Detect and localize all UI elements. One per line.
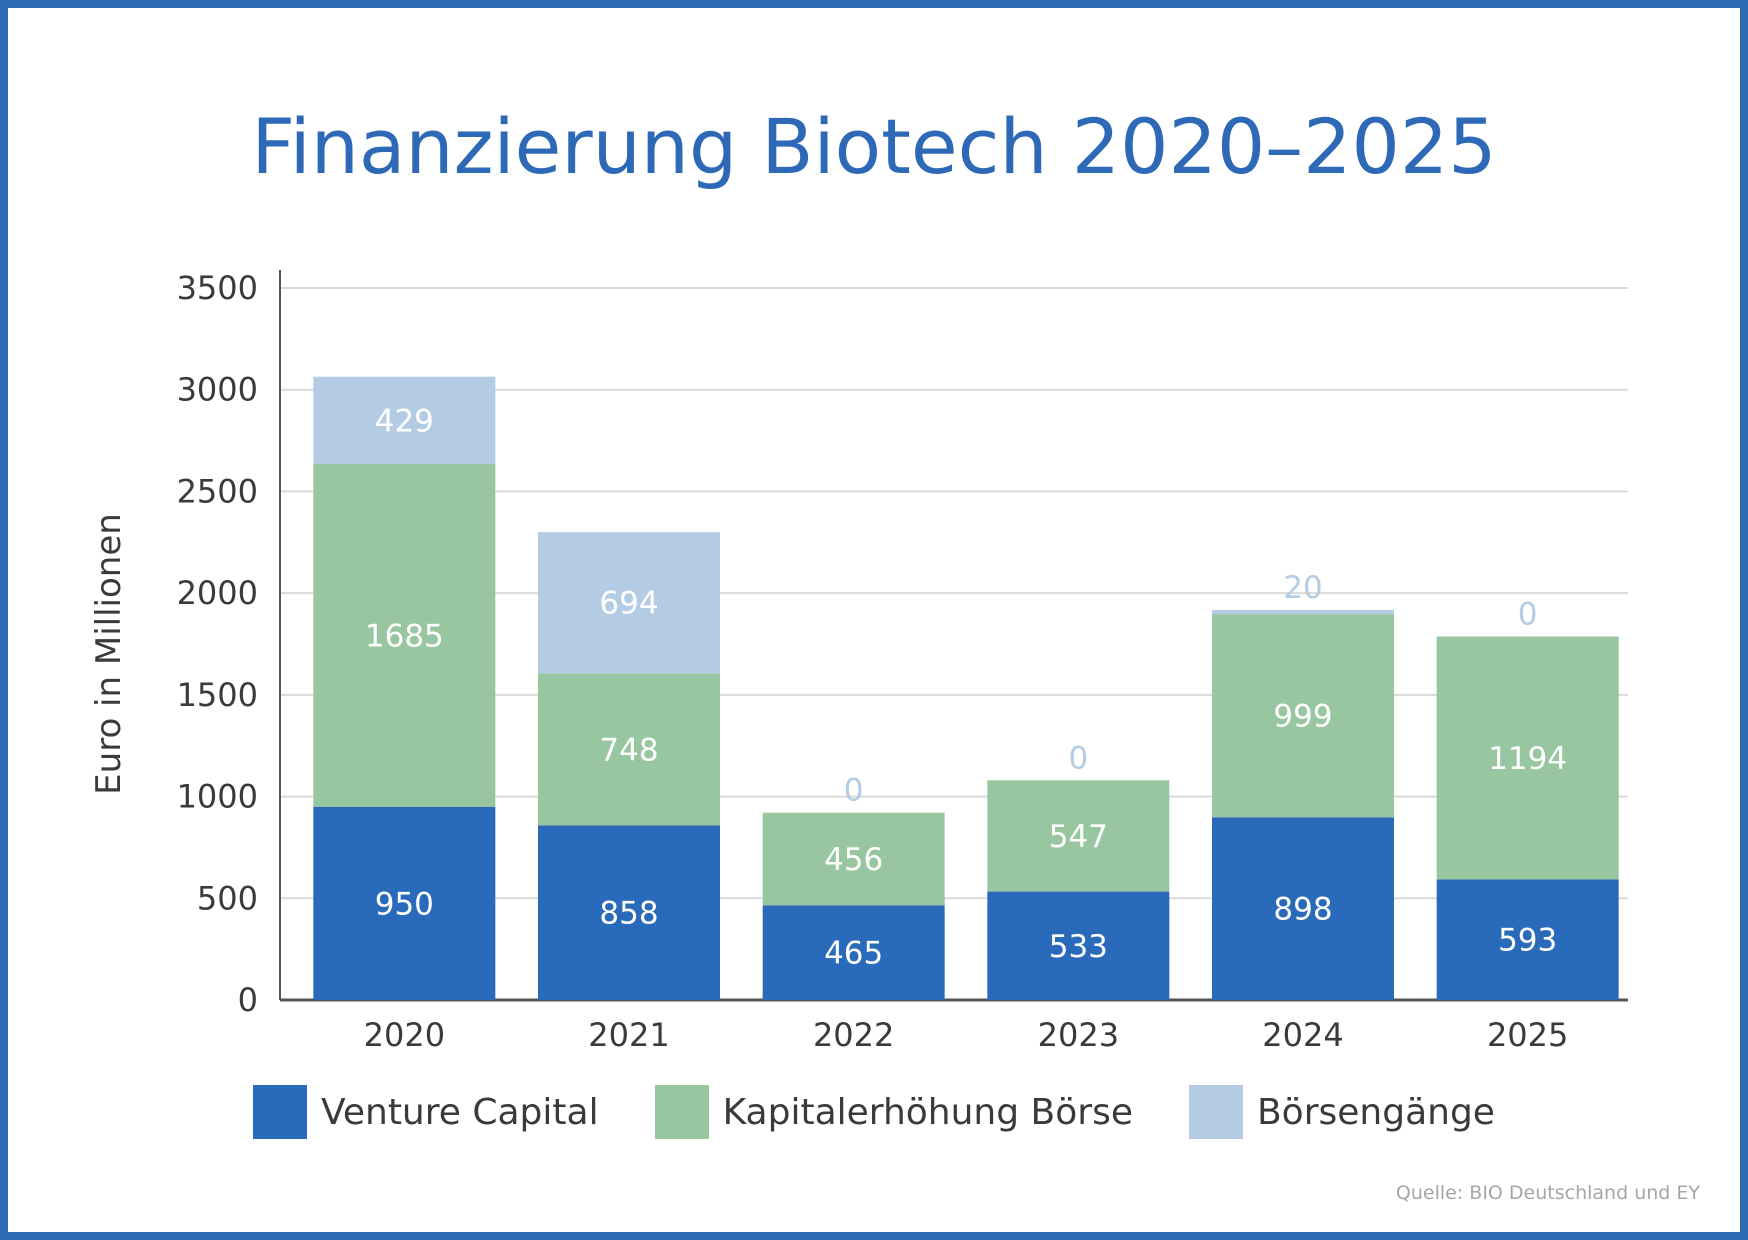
data-label-2025-series-2: 0 (1518, 596, 1538, 632)
data-label-2024-series-2: 20 (1283, 570, 1322, 606)
x-tick-label-2024: 2024 (1262, 1016, 1343, 1054)
bar-2021-series-1 (538, 673, 720, 826)
y-tick-label-1500: 1500 (177, 676, 258, 714)
bar-2022-series-1 (762, 812, 945, 906)
legend-label-venture-capital: Venture Capital (321, 1091, 599, 1133)
bar-2025-series-0 (1436, 879, 1619, 1000)
data-label-2024-series-0: 898 (1273, 892, 1332, 928)
bar-2021-series-2 (538, 532, 720, 674)
legend-item-venture-capital: Venture Capital (253, 1085, 599, 1139)
data-label-2021-series-1: 748 (599, 732, 658, 768)
chart-title: Finanzierung Biotech 2020–2025 (251, 102, 1497, 191)
legend-label-kapitalerhoehung-boerse: Kapitalerhöhung Börse (722, 1091, 1133, 1133)
data-label-2024-series-1: 999 (1273, 699, 1332, 735)
data-label-2020-series-1: 1685 (365, 618, 444, 654)
y-tick-label-3500: 3500 (177, 269, 258, 307)
bar-2023-series-1 (987, 780, 1170, 892)
bar-2020-series-2 (313, 376, 496, 464)
chart-legend: Venture Capital Kapitalerhöhung Börse Bö… (0, 1085, 1748, 1139)
bar-2020-series-0 (313, 806, 496, 1000)
x-tick-label-2022: 2022 (813, 1016, 894, 1054)
data-label-2020-series-0: 950 (375, 886, 434, 922)
x-tick-label-2025: 2025 (1487, 1016, 1568, 1054)
data-label-2022-series-2: 0 (844, 773, 864, 809)
x-tick-label-2020: 2020 (364, 1016, 445, 1054)
bar-2025-series-1 (1436, 636, 1619, 880)
legend-label-boersengaenge: Börsengänge (1256, 1091, 1495, 1133)
data-label-2023-series-2: 0 (1068, 740, 1088, 776)
data-label-2020-series-2: 429 (375, 403, 434, 439)
x-tick-label-2023: 2023 (1038, 1016, 1119, 1054)
data-label-2021-series-2: 694 (599, 586, 658, 622)
y-tick-label-2500: 2500 (177, 472, 258, 510)
bar-2024-series-2 (1212, 610, 1394, 615)
y-tick-label-2000: 2000 (177, 574, 258, 612)
y-tick-label-3000: 3000 (177, 371, 258, 409)
legend-item-kapitalerhoehung-boerse: Kapitalerhöhung Börse (654, 1085, 1133, 1139)
data-label-2022-series-1: 456 (824, 842, 883, 878)
data-label-2022-series-0: 465 (824, 936, 883, 972)
y-tick-label-0: 0 (238, 981, 258, 1019)
y-tick-label-500: 500 (197, 879, 258, 917)
bar-2023-series-0 (987, 891, 1170, 1000)
data-label-2023-series-1: 547 (1049, 819, 1108, 855)
bar-2021-series-0 (538, 825, 720, 1000)
legend-item-boersengaenge: Börsengänge (1188, 1085, 1495, 1139)
y-tick-label-1000: 1000 (177, 778, 258, 816)
y-axis-label: Euro in Millionen (89, 513, 129, 795)
bar-2022-series-0 (762, 905, 945, 1000)
bar-2020-series-1 (313, 463, 496, 807)
data-label-2025-series-1: 1194 (1488, 741, 1567, 777)
legend-swatch-boersengaenge (1188, 1085, 1243, 1139)
x-tick-label-2021: 2021 (588, 1016, 669, 1054)
legend-swatch-kapitalerhoehung-boerse (654, 1085, 709, 1139)
data-label-2025-series-0: 593 (1498, 923, 1557, 959)
bar-2024-series-1 (1212, 614, 1394, 818)
legend-swatch-venture-capital (253, 1085, 308, 1139)
data-label-2023-series-0: 533 (1049, 929, 1108, 965)
bar-2024-series-0 (1212, 817, 1394, 1000)
data-label-2021-series-0: 858 (599, 896, 658, 932)
source-note: Quelle: BIO Deutschland und EY (1395, 1182, 1700, 1204)
